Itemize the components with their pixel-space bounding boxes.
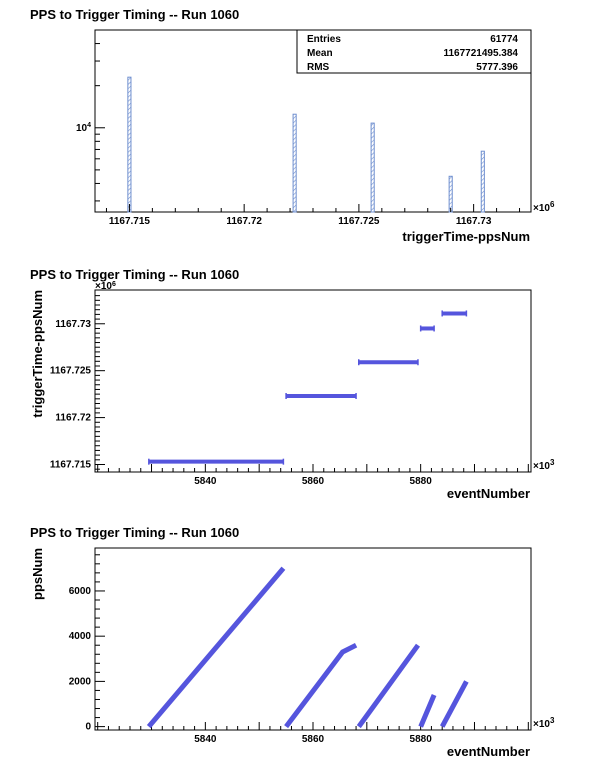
chart-title: PPS to Trigger Timing -- Run 1060 [30,267,239,282]
stats-rms-label: RMS [307,62,330,73]
x-tick-label: 1167.715 [109,216,151,227]
x-tick-label: 1167.73 [456,216,492,227]
y-tick-label: 1167.73 [55,319,91,330]
histogram-panel: PPS to Trigger Timing -- Run 1060 1167.7… [30,7,555,244]
pps-num-panel: PPS to Trigger Timing -- Run 1060 5840 58… [30,525,555,759]
x-tick-label: 5860 [302,734,325,745]
x-multiplier-exponent: 3 [550,458,555,467]
stats-entries-label: Entries [307,34,341,45]
stats-mean-label: Mean [307,48,333,59]
histogram-bin [448,175,453,213]
stats-mean-value: 1167721495.384 [443,48,518,59]
trigger-time-panel: PPS to Trigger Timing -- Run 1060 5840 58… [30,267,555,501]
histogram-bin [370,122,375,213]
x-tick-label: 1167.725 [338,216,380,227]
y-tick-label: 104 [76,122,91,134]
stats-box: Entries 61774 Mean 1167721495.384 RMS 57… [296,29,532,74]
stats-rms-value: 5777.396 [476,62,518,73]
plot-frame [94,289,532,473]
x-tick-label: 5840 [194,734,217,745]
y-tick-label: 1167.725 [50,366,92,377]
stats-box-frame [296,29,532,74]
histogram-marks: 1167.715 1167.72 1167.725 1167.73 104 [76,43,521,227]
x-multiplier-base: ×10 [533,461,550,472]
x-multiplier-base: ×10 [533,203,550,214]
y-tick-label: 4000 [69,631,92,642]
histogram-bin [480,150,485,213]
y-tick-label: 1167.715 [50,459,92,470]
x-tick-label: 1167.72 [226,216,262,227]
y-tick-label: 1167.72 [55,413,91,424]
scatter-marks: 5840 5860 5880 1167.715 1167.72 1167.725 1167.… [50,295,529,487]
y-tick-label: 6000 [69,586,92,597]
x-tick-label: 5880 [410,476,433,487]
data-ramp [284,642,358,729]
stats-entries-value: 61774 [490,34,518,45]
plot-frame [94,547,532,731]
y-multiplier-exponent: 6 [112,281,116,288]
y-axis-label: ppsNum [30,548,45,600]
data-ramp [439,680,469,728]
x-tick-label: 5840 [194,476,217,487]
x-multiplier-exponent: 3 [550,716,555,725]
x-axis-multiplier: ×106 [533,200,555,214]
y-multiplier-base: ×10 [95,281,112,292]
histogram-bin [292,113,297,213]
x-multiplier-base: ×10 [533,719,550,730]
data-ramp [146,566,286,729]
x-axis-label: eventNumber [447,486,530,501]
y-axis-multiplier: ×106 [95,281,116,292]
x-axis-multiplier: ×103 [533,458,555,472]
x-multiplier-exponent: 6 [550,200,555,209]
data-ramp [356,643,421,729]
x-axis-multiplier: ×103 [533,716,555,730]
y-tick-label: 2000 [69,676,92,687]
chart-title: PPS to Trigger Timing -- Run 1060 [30,525,239,540]
y-axis-label: triggerTime-ppsNum [30,290,45,418]
chart-title: PPS to Trigger Timing -- Run 1060 [30,7,239,22]
y-tick-label: 0 [85,722,91,733]
x-axis-label: triggerTime-ppsNum [402,229,530,244]
x-tick-label: 5860 [302,476,325,487]
scatter-marks: 5840 5860 5880 0 2000 4000 6000 [69,554,529,745]
x-tick-label: 5880 [410,734,433,745]
x-axis-label: eventNumber [447,744,530,759]
data-ramp [418,694,437,728]
histogram-bin [127,76,132,213]
